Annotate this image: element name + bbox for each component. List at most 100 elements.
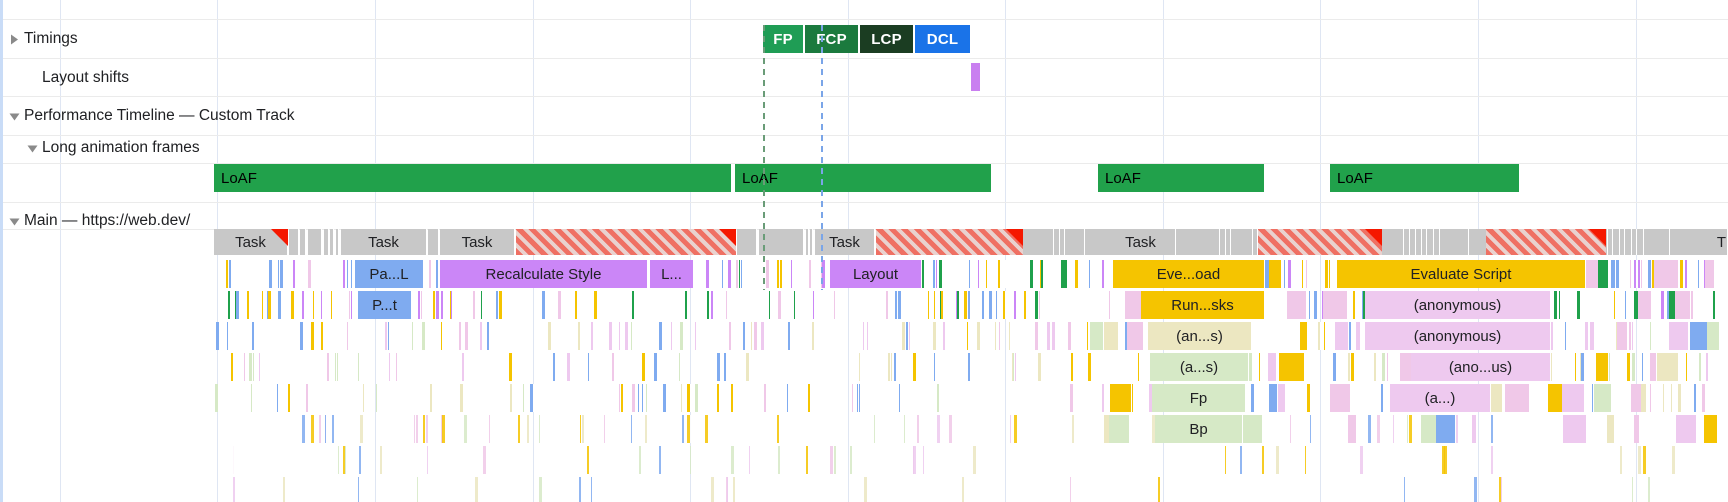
flame-bar[interactable] [934,353,936,381]
flame-bar[interactable] [278,291,282,319]
flame-bar[interactable] [528,384,529,412]
flame-bar[interactable] [711,477,715,502]
flame-bar[interactable] [1281,291,1282,319]
flame-bar[interactable] [343,477,344,502]
flame-bar[interactable] [904,415,906,443]
flame-bar[interactable] [1617,322,1628,350]
flame-bar[interactable] [1598,260,1609,288]
flame-bar[interactable] [1575,353,1577,381]
flame-bar[interactable] [1305,446,1307,474]
flame-bar[interactable] [743,322,746,350]
flame-bar[interactable] [360,415,364,443]
flame-bar[interactable] [1300,322,1308,350]
flame-bar[interactable] [241,353,242,381]
flame-bar[interactable] [925,322,926,350]
flame-bar[interactable] [806,446,809,474]
flame-bar[interactable] [909,322,911,350]
flame-bar[interactable] [321,291,323,319]
task-bar[interactable] [1418,229,1422,255]
flame-bar[interactable] [247,291,250,319]
flame-bar[interactable] [802,260,803,288]
flame-bar[interactable] [769,291,771,319]
flame-bar[interactable] [619,384,621,412]
flame-bar[interactable] [429,260,432,288]
flame-bar[interactable] [575,291,578,319]
flame-bar[interactable] [1577,291,1581,319]
flame-bar[interactable] [278,260,280,288]
flame-bar[interactable] [1672,446,1676,474]
task-bar[interactable] [336,229,339,255]
flame-bar[interactable] [1702,384,1706,412]
flame-bar[interactable] [604,415,606,443]
flame-bar[interactable] [1650,353,1657,381]
flame-bar[interactable] [1607,415,1615,443]
flame-bar[interactable] [268,384,269,412]
flame-bar[interactable] [1614,291,1616,319]
flame-bar[interactable] [956,415,957,443]
flame-bar[interactable] [1302,260,1304,288]
track-header-performance-timeline[interactable]: Performance Timeline — Custom Track [6,97,294,135]
flame-bar[interactable] [1024,291,1027,319]
flame-bar[interactable] [726,291,728,319]
flame-bar[interactable] [1658,322,1659,350]
flame-bar[interactable] [1650,322,1652,350]
flame-bar[interactable] [1632,353,1636,381]
flame-bar[interactable] [1436,415,1456,443]
flame-bar[interactable] [251,353,255,381]
flame-bar[interactable] [363,384,365,412]
flame-bar[interactable] [1349,322,1352,350]
flame-bar[interactable] [1268,353,1277,381]
flame-bar[interactable] [580,415,582,443]
flame-bar[interactable] [539,415,541,443]
long-task-hatch[interactable] [1258,229,1382,255]
flame-bar[interactable] [1632,477,1634,502]
flame-bar[interactable] [968,291,971,319]
flame-bar[interactable] [913,353,917,381]
task-bar[interactable] [330,229,334,255]
flame-bar[interactable] [548,322,552,350]
flame-bar[interactable] [968,353,971,381]
flame-bar[interactable] [520,384,521,412]
flame-bar[interactable] [396,353,398,381]
flame-bar[interactable] [358,353,360,381]
flame-bar[interactable] [642,384,644,412]
task-bar[interactable] [1190,229,1220,255]
track-header-main[interactable]: Main — https://web.dev/ [6,202,190,240]
flame-bar[interactable] [358,477,360,502]
flame-bar[interactable] [1288,260,1292,288]
flame-bar[interactable] [1592,353,1593,381]
flame-bar[interactable] [722,291,723,319]
task-bar[interactable] [1255,229,1258,255]
flame-bar[interactable] [1563,415,1587,443]
flame-bar[interactable] [1039,291,1041,319]
flame-bar[interactable] [659,446,662,474]
task-bar[interactable] [1640,229,1644,255]
flame-bar[interactable] [612,353,615,381]
flame-bar[interactable] [440,415,441,443]
flame-bar[interactable] [957,291,960,319]
flame-bar[interactable] [1657,260,1679,288]
flame-bar[interactable] [886,291,889,319]
flame-bar[interactable] [1023,260,1024,288]
flame-bar[interactable] [1074,446,1075,474]
flame-bar[interactable] [834,291,836,319]
flame-bar[interactable] [748,384,749,412]
flame-bar[interactable] [335,353,339,381]
flame-bar[interactable] [1463,477,1464,502]
flame-bar[interactable] [996,291,998,319]
flame-bar[interactable] [1318,322,1321,350]
task-bar[interactable] [810,229,813,255]
flame-bar[interactable] [995,322,997,350]
task-bar[interactable] [1622,229,1625,255]
flame-bar[interactable] [1259,353,1261,381]
flame-bar[interactable] [1501,477,1503,502]
flame-bar[interactable] [717,353,721,381]
flame-bar[interactable] [695,322,697,350]
flame-bar[interactable] [619,322,621,350]
flame-bar[interactable] [1041,260,1044,288]
flame-bar[interactable] [1612,260,1616,288]
flame-bar[interactable] [481,291,483,319]
flame-bar[interactable] [1650,384,1652,412]
flame-bar[interactable] [480,322,483,350]
flame-bar[interactable] [1694,384,1697,412]
